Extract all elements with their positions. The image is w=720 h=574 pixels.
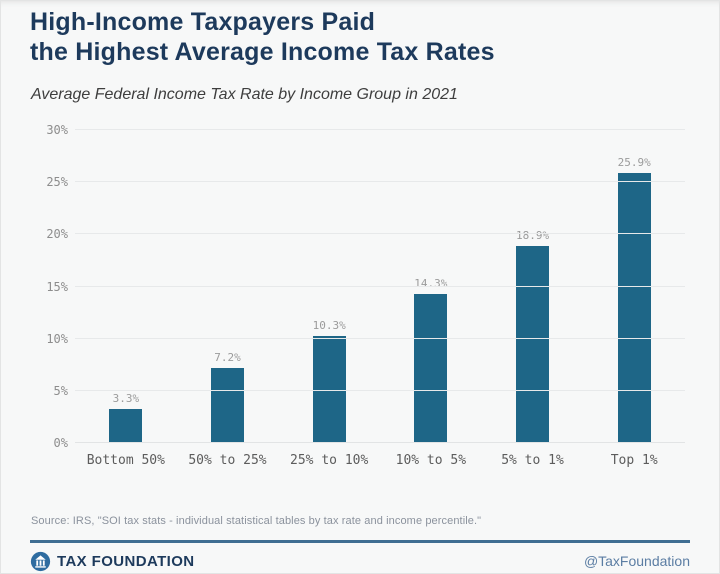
bar	[109, 408, 143, 443]
gridline-25	[75, 181, 685, 183]
bar	[211, 367, 244, 443]
bar-group-4: 18.9%	[482, 130, 584, 443]
x-axis-label: Bottom 50%	[86, 453, 165, 468]
footer-divider	[30, 540, 690, 543]
gridline-5	[75, 389, 685, 391]
plot-area: 3.3% 7.2% 10.3% 14.3% 18.9% 25.9%	[75, 129, 685, 443]
bar	[617, 172, 651, 443]
brand-name: TAX FOUNDATION	[57, 552, 195, 570]
x-axis-labels: Bottom 50% 50% to 25% 25% to 10% 10% to 5% 5…	[75, 453, 685, 468]
y-tick-label-10: 10%	[46, 331, 68, 346]
source-note: Source: IRS, "SOI tax stats - individual…	[31, 515, 482, 527]
bar-value-label: 14.3%	[414, 276, 448, 290]
twitter-handle: @TaxFoundation	[583, 553, 690, 569]
bar-value-label: 18.9%	[515, 228, 550, 242]
bar	[516, 245, 550, 443]
bar-group-3: 14.3%	[380, 130, 482, 443]
bar	[312, 335, 346, 443]
bar-group-5: 25.9%	[583, 130, 685, 443]
bar-value-label: 3.3%	[112, 391, 140, 405]
chart-title: High-Income Taxpayers Paid the Highest A…	[30, 8, 495, 66]
y-tick-label-15: 15%	[46, 279, 68, 294]
tax-foundation-logo-icon	[30, 551, 51, 571]
x-axis-label: Top 1%	[610, 453, 658, 468]
gridline-30	[75, 129, 685, 130]
gridline-20	[75, 233, 685, 235]
bar-group-2: 10.3%	[278, 130, 380, 443]
bar-chart: 3.3% 7.2% 10.3% 14.3% 18.9% 25.9% Bottom 50% 5…	[30, 122, 690, 482]
y-tick-label-30: 30%	[46, 123, 68, 137]
gridline-10	[75, 337, 685, 339]
y-tick-label-25: 25%	[46, 175, 68, 190]
chart-subtitle: Average Federal Income Tax Rate by Incom…	[31, 86, 458, 103]
bar-value-label: 25.9%	[617, 155, 651, 169]
bars-container: 3.3% 7.2% 10.3% 14.3% 18.9% 25.9%	[75, 130, 685, 443]
bar-value-label: 10.3%	[312, 318, 346, 332]
brand-lockup: TAX FOUNDATION	[30, 550, 195, 572]
bar-group-1: 7.2%	[177, 130, 279, 443]
y-tick-label-20: 20%	[46, 227, 68, 242]
x-axis-label: 5% to 1%	[501, 453, 564, 468]
bar-value-label: 7.2%	[214, 350, 241, 364]
bar	[414, 293, 448, 443]
gridline-0	[75, 442, 685, 443]
x-axis-label: 10% to 5%	[395, 453, 467, 468]
gridline-15	[75, 285, 685, 287]
x-axis-label: 25% to 10%	[290, 453, 369, 468]
y-tick-label-5: 5%	[53, 383, 68, 398]
y-tick-label-0: 0%	[53, 436, 68, 450]
x-axis-label: 50% to 25%	[188, 453, 267, 468]
bar-group-0: 3.3%	[75, 130, 177, 443]
